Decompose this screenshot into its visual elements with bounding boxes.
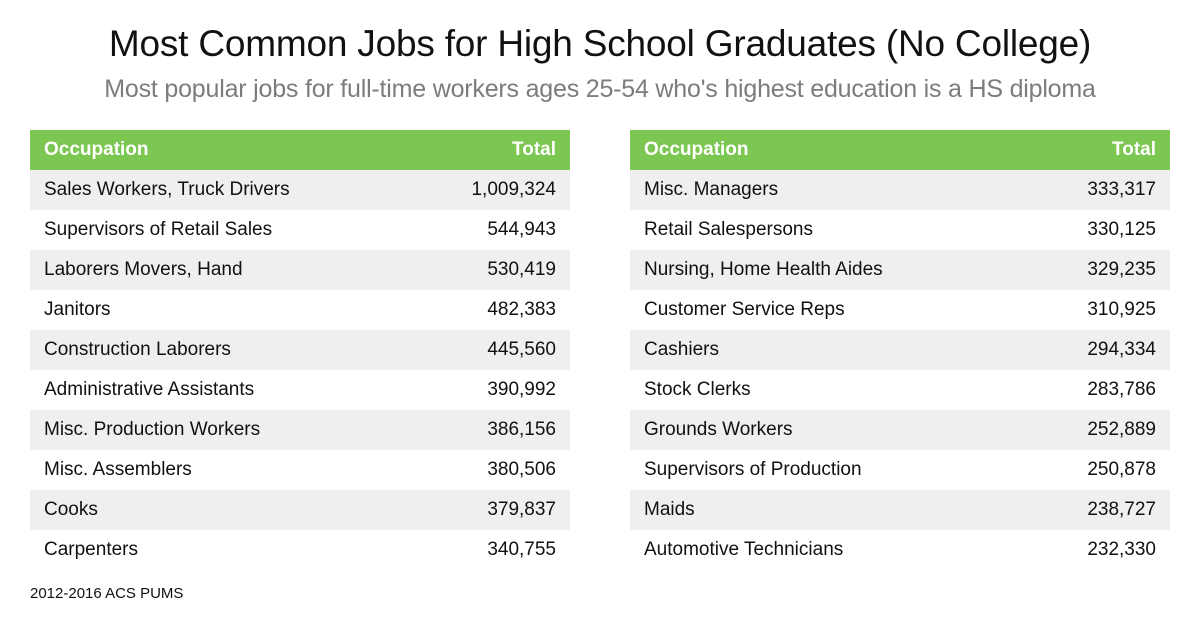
table-row: Sales Workers, Truck Drivers 1,009,324 bbox=[30, 170, 570, 210]
total-cell: 390,992 bbox=[487, 379, 556, 400]
table-row: Administrative Assistants 390,992 bbox=[30, 370, 570, 410]
total-cell: 380,506 bbox=[487, 459, 556, 480]
occupation-cell: Grounds Workers bbox=[644, 419, 793, 440]
total-cell: 252,889 bbox=[1087, 419, 1156, 440]
table-row: Stock Clerks 283,786 bbox=[630, 370, 1170, 410]
occupation-cell: Administrative Assistants bbox=[44, 379, 255, 400]
occupation-cell: Supervisors of Production bbox=[644, 459, 862, 480]
total-cell: 232,330 bbox=[1087, 539, 1156, 560]
occupation-cell: Nursing, Home Health Aides bbox=[644, 259, 883, 280]
occupation-cell: Supervisors of Retail Sales bbox=[44, 219, 273, 240]
occupation-cell: Cooks bbox=[44, 499, 98, 520]
table-row: Retail Salespersons 330,125 bbox=[630, 210, 1170, 250]
occupation-cell: Automotive Technicians bbox=[644, 539, 844, 560]
total-cell: 530,419 bbox=[487, 259, 556, 280]
total-cell: 482,383 bbox=[487, 299, 556, 320]
total-cell: 283,786 bbox=[1087, 379, 1156, 400]
occupation-cell: Carpenters bbox=[44, 539, 138, 560]
table-row: Nursing, Home Health Aides 329,235 bbox=[630, 250, 1170, 290]
occupation-cell: Misc. Managers bbox=[644, 179, 779, 200]
occupation-cell: Construction Laborers bbox=[44, 339, 231, 360]
total-cell: 333,317 bbox=[1087, 179, 1156, 200]
table-row: Customer Service Reps 310,925 bbox=[630, 290, 1170, 330]
total-cell: 445,560 bbox=[487, 339, 556, 360]
column-header-occupation: Occupation bbox=[644, 139, 749, 160]
column-header-total: Total bbox=[1112, 139, 1156, 160]
occupation-cell: Cashiers bbox=[644, 339, 719, 360]
occupation-cell: Misc. Production Workers bbox=[44, 419, 261, 440]
occupation-cell: Stock Clerks bbox=[644, 379, 751, 400]
table-row: Supervisors of Production 250,878 bbox=[630, 450, 1170, 490]
total-cell: 379,837 bbox=[487, 499, 556, 520]
table-row: Cashiers 294,334 bbox=[630, 330, 1170, 370]
occupation-cell: Retail Salespersons bbox=[644, 219, 813, 240]
source-note: 2012-2016 ACS PUMS bbox=[30, 585, 184, 602]
table-row: Laborers Movers, Hand 530,419 bbox=[30, 250, 570, 290]
occupation-cell: Maids bbox=[644, 499, 695, 520]
total-cell: 1,009,324 bbox=[471, 179, 556, 200]
table-row: Misc. Managers 333,317 bbox=[630, 170, 1170, 210]
total-cell: 250,878 bbox=[1087, 459, 1156, 480]
table-row: Maids 238,727 bbox=[630, 490, 1170, 530]
table-row: Janitors 482,383 bbox=[30, 290, 570, 330]
occupation-cell: Laborers Movers, Hand bbox=[44, 259, 243, 280]
table-header: Occupation Total bbox=[30, 130, 570, 170]
table-row: Misc. Production Workers 386,156 bbox=[30, 410, 570, 450]
column-header-total: Total bbox=[512, 139, 556, 160]
table-row: Automotive Technicians 232,330 bbox=[630, 530, 1170, 570]
occupation-cell: Misc. Assemblers bbox=[44, 459, 192, 480]
table-row: Misc. Assemblers 380,506 bbox=[30, 450, 570, 490]
table-row: Grounds Workers 252,889 bbox=[630, 410, 1170, 450]
total-cell: 310,925 bbox=[1087, 299, 1156, 320]
total-cell: 294,334 bbox=[1087, 339, 1156, 360]
occupation-table-left: Occupation Total Sales Workers, Truck Driv… bbox=[30, 130, 570, 570]
total-cell: 330,125 bbox=[1087, 219, 1156, 240]
table-row: Cooks 379,837 bbox=[30, 490, 570, 530]
table-row: Supervisors of Retail Sales 544,943 bbox=[30, 210, 570, 250]
total-cell: 329,235 bbox=[1087, 259, 1156, 280]
occupation-cell: Janitors bbox=[44, 299, 111, 320]
occupation-cell: Sales Workers, Truck Drivers bbox=[44, 179, 290, 200]
table-header: Occupation Total bbox=[630, 130, 1170, 170]
occupation-cell: Customer Service Reps bbox=[644, 299, 845, 320]
total-cell: 238,727 bbox=[1087, 499, 1156, 520]
chart-title: Most Common Jobs for High School Graduat… bbox=[108, 23, 1092, 64]
column-header-occupation: Occupation bbox=[44, 139, 149, 160]
occupation-table-right: Occupation Total Misc. Managers 333,317 Reta… bbox=[630, 130, 1170, 570]
total-cell: 386,156 bbox=[487, 419, 556, 440]
table-row: Carpenters 340,755 bbox=[30, 530, 570, 570]
table-row: Construction Laborers 445,560 bbox=[30, 330, 570, 370]
total-cell: 544,943 bbox=[487, 219, 556, 240]
chart-subtitle: Most popular jobs for full-time workers … bbox=[104, 75, 1096, 103]
total-cell: 340,755 bbox=[487, 539, 556, 560]
